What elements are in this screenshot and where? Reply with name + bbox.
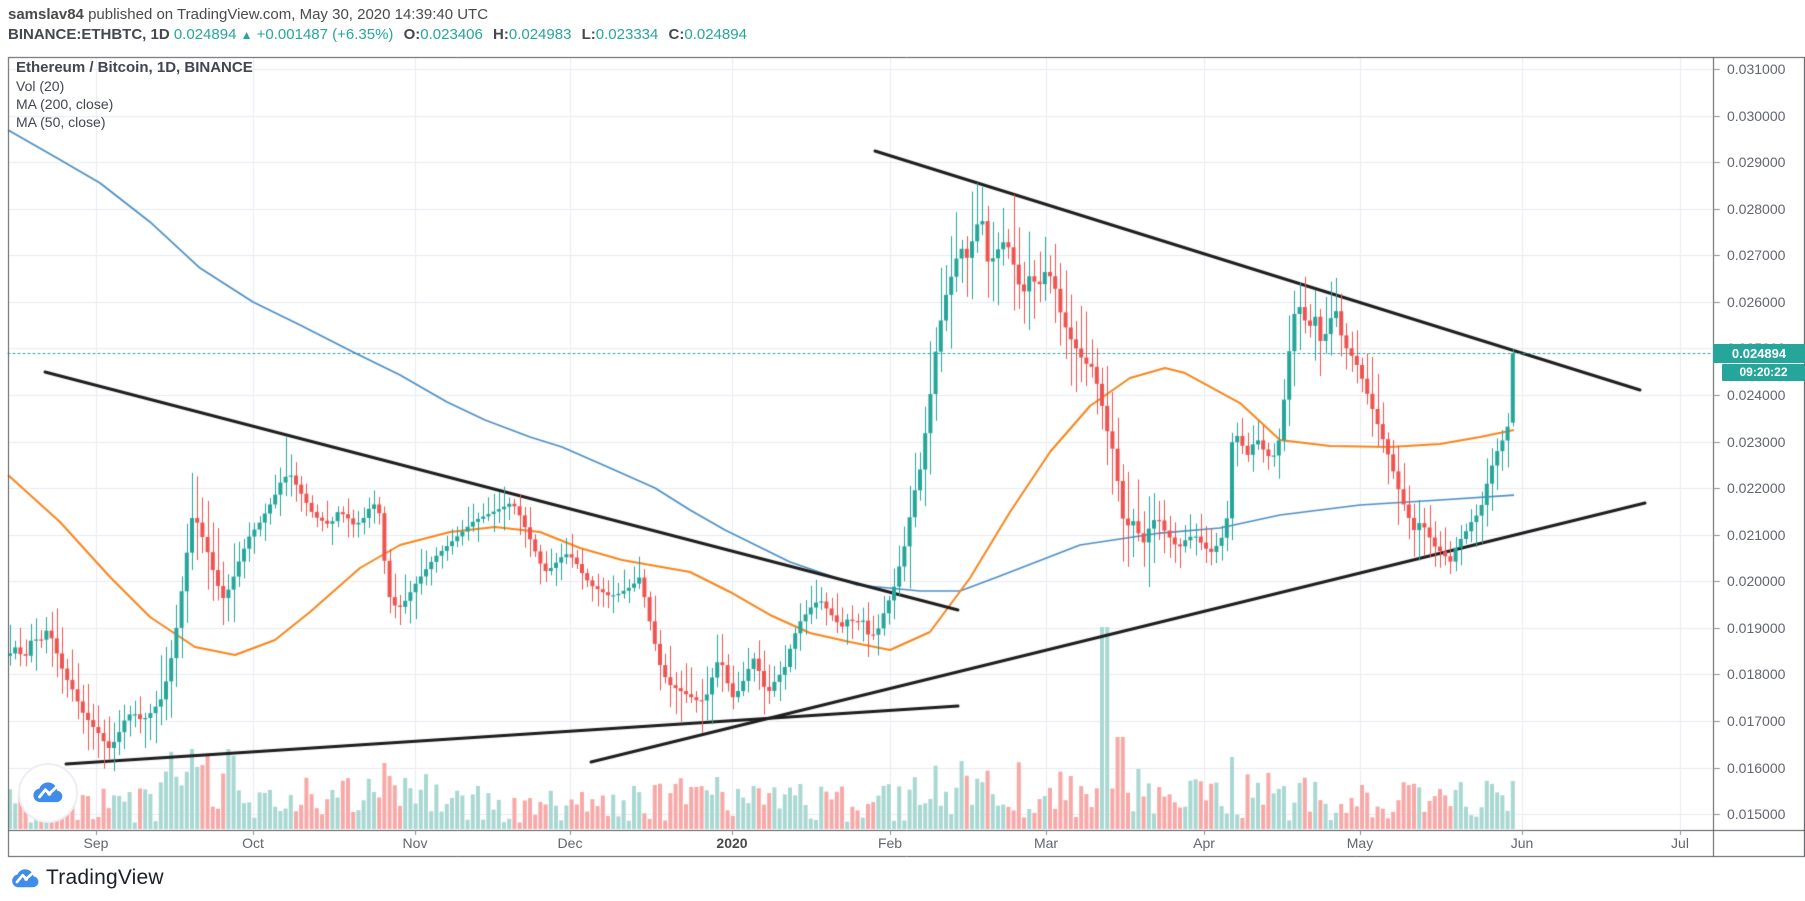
author-name: samslav84: [8, 6, 84, 23]
price-tick-label: 0.022000: [1727, 480, 1786, 497]
time-tick-label: Jul: [1671, 835, 1689, 851]
high-label: H:: [493, 26, 509, 43]
price-tick-label: 0.030000: [1727, 107, 1786, 124]
time-tick-label: Apr: [1193, 835, 1215, 851]
open-value: 0.023406: [420, 26, 483, 43]
price-tick-label: 0.027000: [1727, 247, 1786, 264]
low-value: 0.023334: [595, 26, 659, 43]
price-tick-label: 0.017000: [1727, 712, 1786, 729]
legend-ma200-study[interactable]: MA (200, close): [16, 96, 114, 112]
legend-ma50-study[interactable]: MA (50, close): [16, 114, 106, 130]
published-suffix: published on TradingView.com, May 30, 20…: [83, 6, 489, 23]
tradingview-logo-icon: [12, 869, 39, 888]
price-change: +0.001487 (+6.35%): [256, 26, 394, 43]
high-value: 0.024983: [508, 26, 572, 43]
price-axis[interactable]: 0.031000 0.030000 0.029000 0.028000 0.027000…: [1713, 57, 1805, 830]
legend-volume-study[interactable]: Vol (20): [16, 78, 65, 94]
bar-countdown-badge: 09:20:22: [1722, 363, 1805, 381]
low-label: L:: [581, 26, 596, 43]
price-tick-label: 0.028000: [1727, 200, 1786, 217]
tradingview-brand-text: TradingView: [46, 866, 164, 889]
time-tick-label: 2020: [716, 835, 748, 851]
legend-title[interactable]: Ethereum / Bitcoin, 1D, BINANCE: [16, 59, 253, 76]
chart-legend: Ethereum / Bitcoin, 1D, BINANCE Vol (20)…: [16, 58, 253, 131]
close-value: 0.024894: [684, 26, 747, 43]
up-triangle-icon: ▲: [240, 28, 253, 42]
time-tick-label: Mar: [1033, 835, 1059, 851]
published-info-line: samslav84 published on TradingView.com, …: [8, 5, 488, 24]
time-tick-label: Dec: [557, 835, 583, 851]
current-price-badge: 0.024894: [1713, 343, 1805, 363]
open-label: O:: [403, 26, 421, 43]
time-tick-label: Oct: [242, 835, 264, 851]
close-label: C:: [668, 26, 685, 43]
symbol-info-line: BINANCE:ETHBTC, 1D 0.024894 ▲ +0.001487 …: [8, 25, 747, 45]
price-tick-label: 0.021000: [1727, 526, 1786, 543]
price-tick-label: 0.024000: [1727, 386, 1786, 403]
symbol-name: BINANCE:ETHBTC, 1D: [8, 26, 170, 43]
time-tick-label: Jun: [1510, 835, 1534, 851]
time-tick-label: Sep: [83, 835, 109, 851]
tradingview-watermark: [18, 763, 78, 823]
time-tick-label: May: [1346, 835, 1374, 851]
price-tick-label: 0.015000: [1727, 806, 1786, 823]
time-tick-label: Nov: [402, 835, 428, 851]
price-tick-label: 0.029000: [1727, 154, 1786, 171]
price-tick-label: 0.016000: [1727, 759, 1786, 776]
tradingview-cloud-icon: [33, 782, 63, 803]
price-tick-label: 0.023000: [1727, 433, 1786, 450]
price-tick-label: 0.026000: [1727, 293, 1786, 310]
tradingview-footer-logo[interactable]: TradingView: [10, 861, 164, 895]
price-tick-label: 0.019000: [1727, 619, 1786, 636]
last-price: 0.024894: [173, 26, 237, 43]
price-tick-label: 0.020000: [1727, 573, 1786, 590]
price-tick-label: 0.031000: [1727, 61, 1786, 77]
price-tick-label: 0.018000: [1727, 666, 1786, 683]
time-axis[interactable]: Sep Oct Nov Dec 2020 Feb Mar Apr May Jun Jul: [8, 830, 1805, 857]
time-tick-label: Feb: [877, 835, 903, 851]
